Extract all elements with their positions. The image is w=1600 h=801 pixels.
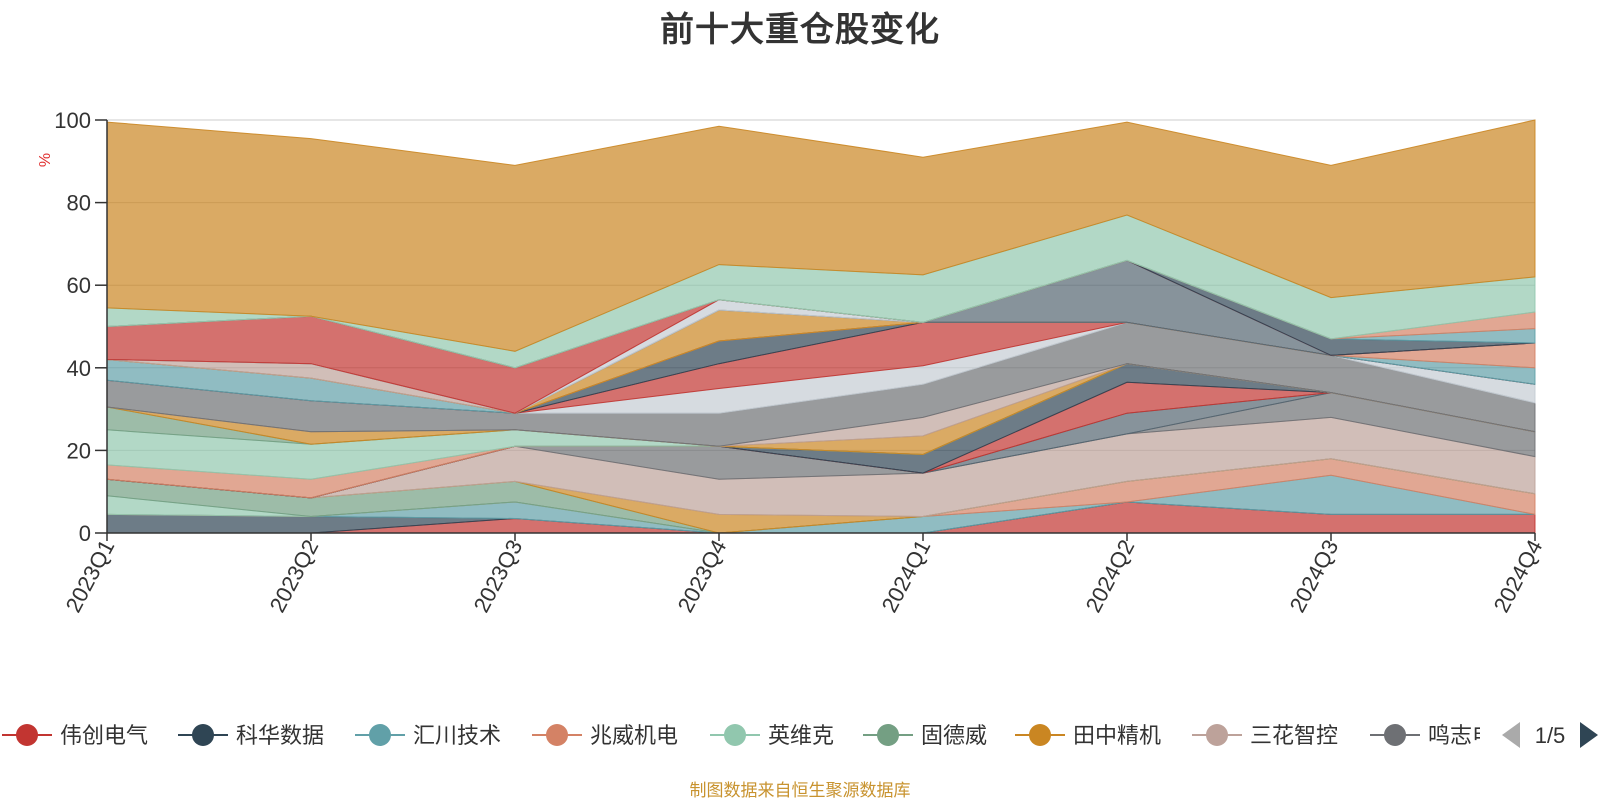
- y-tick-label: 40: [67, 356, 91, 381]
- legend-label: 汇川技术: [413, 723, 501, 748]
- x-tick-label: 2024Q2: [1081, 536, 1140, 617]
- legend-marker: [369, 724, 391, 746]
- legend-marker: [877, 724, 899, 746]
- legend-label: 鸣志电器: [1428, 723, 1516, 748]
- y-tick-label: 20: [67, 438, 91, 463]
- legend-label: 英维克: [768, 723, 834, 748]
- y-tick-label: 60: [67, 273, 91, 298]
- legend-marker: [1206, 724, 1228, 746]
- legend-label: 科华数据: [236, 723, 324, 748]
- x-tick-label: 2023Q2: [265, 536, 324, 617]
- legend-item-固德威[interactable]: 固德威: [863, 723, 987, 748]
- legend-item-三花智控[interactable]: 三花智控: [1192, 723, 1338, 748]
- x-tick-label: 2023Q3: [469, 536, 528, 617]
- legend-item-兆威机电[interactable]: 兆威机电: [532, 723, 678, 748]
- x-tick-label: 2024Q3: [1285, 536, 1344, 617]
- legend-item-科华数据[interactable]: 科华数据: [178, 723, 324, 748]
- x-tick-label: 2024Q4: [1489, 536, 1548, 617]
- y-tick-label: 0: [79, 521, 91, 546]
- x-tick-label: 2024Q1: [877, 536, 936, 617]
- legend-marker: [724, 724, 746, 746]
- chart-title: 前十大重仓股变化: [660, 10, 940, 50]
- legend-page-indicator: 1/5: [1535, 723, 1566, 748]
- legend-item-英维克[interactable]: 英维克: [710, 723, 834, 748]
- legend-label: 伟创电气: [60, 723, 148, 748]
- source-note: 制图数据来自恒生聚源数据库: [689, 781, 911, 801]
- legend-item-汇川技术[interactable]: 汇川技术: [355, 723, 501, 748]
- legend-label: 兆威机电: [590, 723, 678, 748]
- legend-next-icon[interactable]: [1580, 722, 1598, 748]
- legend-marker: [1384, 724, 1406, 746]
- legend-marker: [192, 724, 214, 746]
- legend-label: 固德威: [921, 723, 987, 748]
- x-tick-label: 2023Q1: [61, 536, 120, 617]
- legend-item-鸣志电器[interactable]: 鸣志电器: [1370, 723, 1516, 748]
- legend-item-伟创电气[interactable]: 伟创电气: [2, 723, 148, 748]
- y-tick-label: 100: [54, 108, 91, 133]
- legend-marker: [546, 724, 568, 746]
- area-series-其他G: [106, 119, 1536, 352]
- legend-item-田中精机[interactable]: 田中精机: [1015, 723, 1161, 748]
- y-axis-label: %: [37, 153, 54, 167]
- x-tick-label: 2023Q4: [673, 536, 732, 617]
- legend-label: 田中精机: [1073, 723, 1161, 748]
- legend-marker: [16, 724, 38, 746]
- y-tick-label: 80: [67, 191, 91, 216]
- legend-label: 三花智控: [1250, 723, 1338, 748]
- legend-prev-icon[interactable]: [1502, 722, 1520, 748]
- legend-marker: [1029, 724, 1051, 746]
